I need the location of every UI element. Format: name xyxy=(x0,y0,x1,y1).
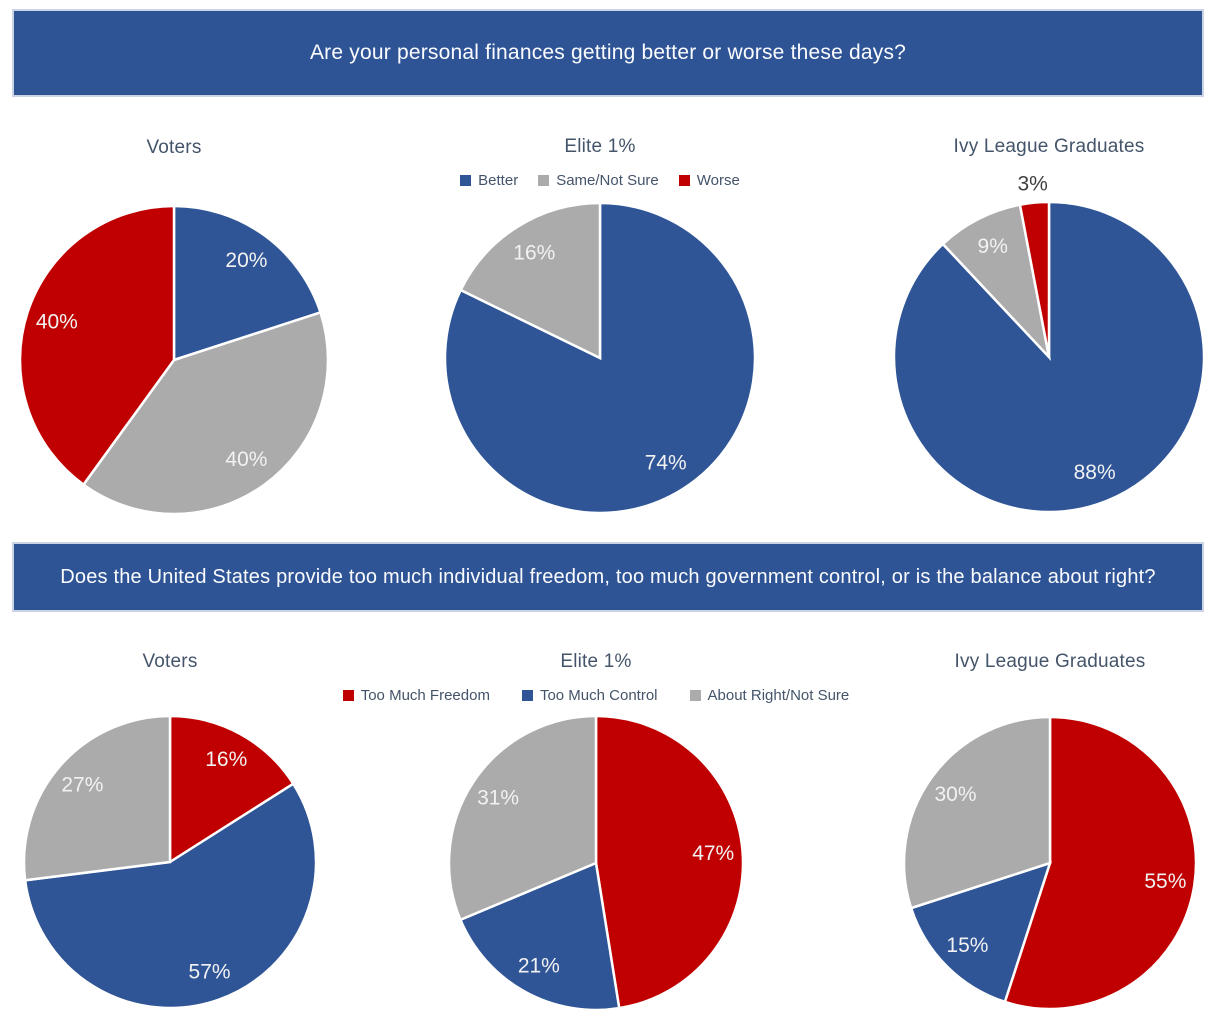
legend-item-too-much-control: Too Much Control xyxy=(521,687,658,704)
chart-title-voters-freedom: Voters xyxy=(142,651,198,672)
pie-slice-label-too-much-control: 15% xyxy=(946,934,988,957)
pie-slice-label-too-much-control: 57% xyxy=(189,960,231,983)
legend-freedom: Too Much Freedom Too Much Control About … xyxy=(296,687,896,704)
pie-slice-label-worse: 3% xyxy=(1017,173,1047,196)
chart-title-ivy-freedom: Ivy League Graduates xyxy=(954,651,1146,672)
legend-swatch-same-not-sure xyxy=(538,175,550,186)
pie-slice-too-much-freedom xyxy=(168,714,295,865)
pie-slice-too-much-control xyxy=(458,861,621,1012)
question-freedom-text: Does the United States provide too much … xyxy=(60,565,1156,588)
pie-slice-worse xyxy=(1018,200,1051,358)
legend-swatch-better xyxy=(460,175,472,186)
pie-slice-same-not-sure xyxy=(459,201,602,361)
chart-title-elite-freedom: Elite 1% xyxy=(560,651,632,672)
pie-slice-label-too-much-freedom: 16% xyxy=(205,748,247,771)
legend-swatch-worse xyxy=(678,175,690,186)
legend-item-worse: Worse xyxy=(678,172,740,189)
question-finances-text: Are your personal finances getting bette… xyxy=(309,41,907,64)
pie-chart-voters-1: 20% 40% 40% xyxy=(18,204,330,516)
pie-slice-about-right-not-sure xyxy=(902,715,1052,910)
pie-chart-voters-2: 16% 57% 27% xyxy=(22,714,318,1010)
pie-slice-same-not-sure xyxy=(81,310,330,516)
pie-slice-label-about-right-not-sure: 27% xyxy=(61,773,103,796)
chart-title-ivy-finances: Ivy League Graduates xyxy=(953,136,1145,157)
pie-slice-worse xyxy=(18,204,176,487)
pie-slice-same-not-sure xyxy=(941,203,1052,361)
pie-slice-label-too-much-freedom: 47% xyxy=(692,842,734,865)
legend-label-same-not-sure: Same/Not Sure xyxy=(556,172,659,189)
legend-swatch-too-much-freedom xyxy=(342,690,354,701)
pie-slice-label-same-not-sure: 16% xyxy=(513,241,555,264)
legend-label-worse: Worse xyxy=(696,172,740,189)
legend-item-same-not-sure: Same/Not Sure xyxy=(538,172,659,189)
pie-chart-ivy-league-graduates-2: 55% 15% 30% xyxy=(902,715,1198,1011)
pie-slice-label-about-right-not-sure: 31% xyxy=(477,786,519,809)
pie-slice-label-same-not-sure: 9% xyxy=(978,235,1008,258)
pie-slice-label-worse: 40% xyxy=(36,310,78,333)
pie-chart-elite-1-1: 74% 16% xyxy=(443,201,757,515)
chart-title-elite-finances: Elite 1% xyxy=(564,136,636,157)
pie-slice-too-much-freedom xyxy=(1003,715,1198,1011)
legend-swatch-too-much-control xyxy=(521,690,533,701)
pie-slice-about-right-not-sure xyxy=(447,714,598,922)
pie-slice-label-better: 88% xyxy=(1074,461,1116,484)
legend-swatch-about-right-not-sure xyxy=(689,690,701,701)
chart-title-voters-finances: Voters xyxy=(146,137,202,158)
legend-finances: Better Same/Not Sure Worse xyxy=(300,172,900,189)
legend-item-about-right-not-sure: About Right/Not Sure xyxy=(689,687,850,704)
pie-slice-better xyxy=(172,204,323,362)
legend-item-too-much-freedom: Too Much Freedom xyxy=(342,687,490,704)
pie-slice-label-same-not-sure: 40% xyxy=(225,448,267,471)
legend-label-better: Better xyxy=(478,172,519,189)
legend-item-better: Better xyxy=(460,172,518,189)
legend-label-too-much-control: Too Much Control xyxy=(539,687,658,704)
pie-slice-better xyxy=(443,201,757,515)
pie-chart-elite-1-2: 47% 21% 31% xyxy=(447,714,745,1012)
pie-slice-label-about-right-not-sure: 30% xyxy=(934,783,976,806)
legend-label-about-right-not-sure: About Right/Not Sure xyxy=(707,687,850,704)
question-banner-freedom: Does the United States provide too much … xyxy=(12,542,1204,612)
legend-label-too-much-freedom: Too Much Freedom xyxy=(360,687,490,704)
pie-slice-label-too-much-freedom: 55% xyxy=(1144,870,1186,893)
pie-slice-label-too-much-control: 21% xyxy=(518,954,560,977)
pie-slice-label-better: 20% xyxy=(225,249,267,272)
pie-slice-label-better: 74% xyxy=(645,452,687,475)
pie-slice-too-much-freedom xyxy=(594,714,745,1010)
pie-slice-too-much-control xyxy=(23,782,318,1010)
pie-slice-about-right-not-sure xyxy=(22,714,172,882)
pie-chart-ivy-league-graduates-1: 88% 9% 3% xyxy=(892,173,1206,514)
question-banner-finances: Are your personal finances getting bette… xyxy=(12,9,1204,97)
